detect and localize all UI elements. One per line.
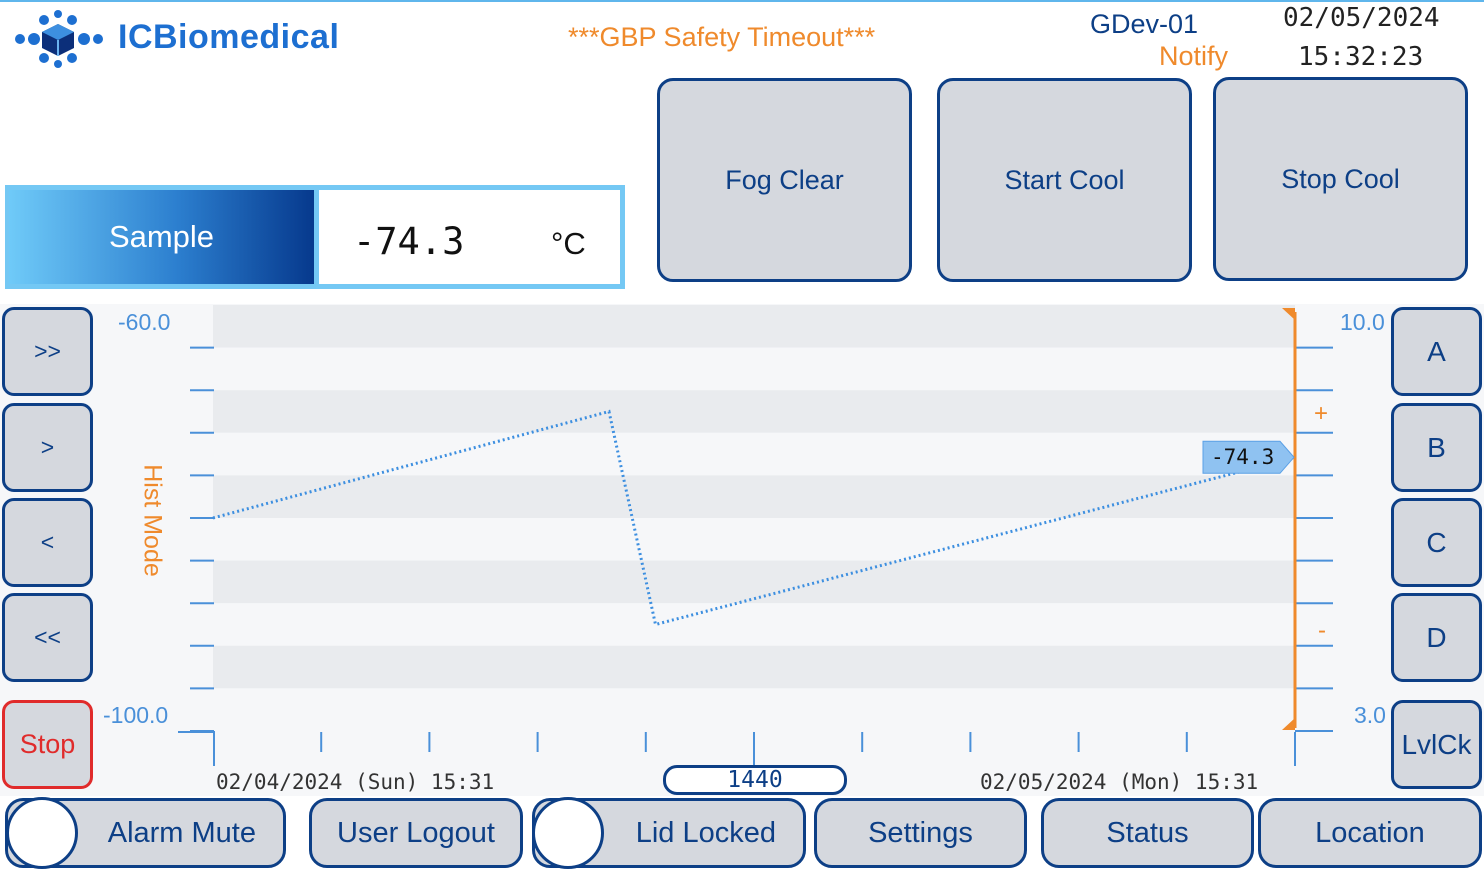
channel-c-button[interactable]: C [1391, 498, 1482, 587]
temperature-series-line [212, 409, 1296, 627]
chart-band [213, 645, 1295, 689]
chart-band [213, 432, 1295, 476]
sample-panel: Sample -74.3 °C [5, 185, 625, 289]
channel-a-button[interactable]: A [1391, 307, 1482, 396]
user-logout-button[interactable]: User Logout [309, 798, 523, 868]
right-axis-bottom-label: 3.0 [1354, 702, 1386, 728]
status-button[interactable]: Status [1041, 798, 1254, 868]
time-span-field[interactable]: 1440 [663, 765, 847, 795]
right-axis-top-label: 10.0 [1340, 309, 1385, 335]
scroll-back-button[interactable]: < [2, 498, 93, 587]
alarm-mute-switch-knob[interactable] [6, 797, 78, 869]
notify-text: Notify [1159, 41, 1229, 71]
brand-name: ICBiomedical [118, 18, 340, 56]
current-value-label: -74.3 [1211, 445, 1275, 469]
x-axis-start-label: 02/04/2024 (Sun) 15:31 [216, 770, 495, 794]
location-button[interactable]: Location [1258, 798, 1482, 868]
scroll-fast-forward-button[interactable]: >> [2, 307, 93, 396]
chart-band [213, 603, 1295, 646]
stop-cool-button[interactable]: Stop Cool [1213, 77, 1468, 281]
alarm-mute-label: Alarm Mute [107, 816, 256, 849]
header-date: 02/05/2024 [1283, 3, 1440, 33]
offset-minus[interactable]: - [1318, 617, 1326, 644]
sample-value: -74.3 [353, 220, 465, 263]
sample-unit: °C [551, 226, 586, 261]
axis-corner [178, 731, 215, 766]
cursor-top-marker [1282, 308, 1295, 320]
scroll-forward-button[interactable]: > [2, 403, 93, 492]
stop-button[interactable]: Stop [2, 700, 93, 789]
cursor-bottom-marker [1282, 718, 1295, 730]
chart-band [213, 390, 1295, 433]
settings-button[interactable]: Settings [814, 798, 1027, 868]
channel-b-button[interactable]: B [1391, 403, 1482, 492]
chart-band [213, 475, 1295, 518]
level-check-button[interactable]: LvlCk [1391, 700, 1482, 789]
chart-band [213, 305, 1295, 348]
chart-band [213, 518, 1295, 561]
start-cool-button[interactable]: Start Cool [937, 78, 1192, 282]
lid-locked-switch-knob[interactable] [532, 797, 604, 869]
current-value-tag [1202, 440, 1295, 474]
sample-readout: -74.3 °C [319, 190, 620, 284]
channel-d-button[interactable]: D [1391, 593, 1482, 682]
top-border [0, 0, 1484, 2]
alert-text: ***GBP Safety Timeout*** [568, 22, 876, 52]
device-name: GDev-01 [1090, 9, 1199, 39]
lid-locked-label: Lid Locked [635, 816, 776, 849]
chart-band [213, 560, 1295, 604]
header-time: 15:32:23 [1298, 42, 1424, 72]
left-axis-top-label: -60.0 [118, 309, 171, 335]
left-axis-bottom-label: -100.0 [103, 702, 169, 728]
offset-plus[interactable]: + [1314, 400, 1329, 427]
chart-band [213, 688, 1295, 731]
scroll-fast-back-button[interactable]: << [2, 593, 93, 682]
logo-icon [12, 10, 108, 68]
sample-label: Sample [9, 190, 314, 284]
x-axis-end-label: 02/05/2024 (Mon) 15:31 [980, 770, 1259, 794]
chart-band [213, 347, 1295, 391]
hist-mode-label: Hist Mode [138, 464, 167, 577]
fog-clear-button[interactable]: Fog Clear [657, 78, 912, 282]
